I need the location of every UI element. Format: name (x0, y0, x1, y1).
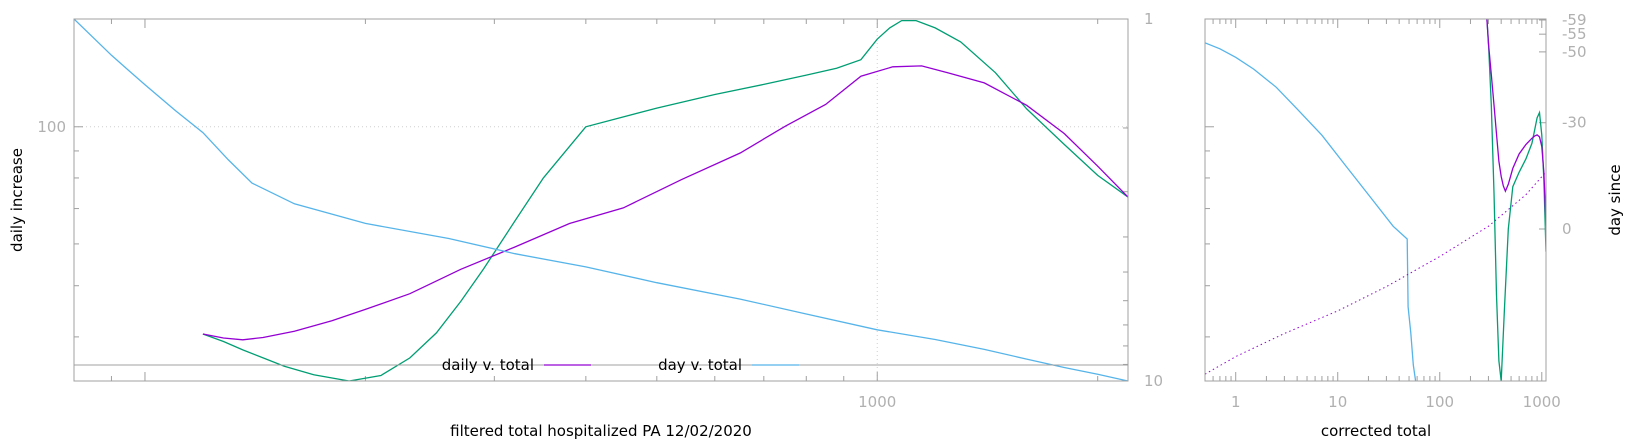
right-x-tick-label: 100 (1425, 393, 1454, 411)
left-x-axis-label: filtered total hospitalized PA 12/02/202… (450, 422, 752, 440)
right-y2-tick-label: -30 (1562, 114, 1587, 132)
left-y2-tick-label: 1 (1144, 10, 1154, 28)
left-plot-frame (73, 18, 1129, 382)
right-y2-tick-label: -50 (1562, 43, 1587, 61)
left-series-line-2 (74, 19, 1128, 381)
right-y2-tick-label: -55 (1562, 25, 1587, 43)
right-series-line-2 (1486, 19, 1546, 226)
right-x-axis-label: corrected total (1321, 422, 1431, 440)
right-plot-frame (1204, 18, 1547, 382)
left-y2-tick-label: 10 (1144, 372, 1163, 390)
right-x-tick-label: 10 (1328, 393, 1347, 411)
legend-entry-label: daily v. total (442, 356, 534, 374)
right-x-tick-label: 1 (1231, 393, 1241, 411)
left-y-tick-label: 100 (37, 118, 66, 136)
left-series-line-0 (202, 19, 1128, 381)
right-y2-tick-label: -59 (1562, 11, 1587, 29)
right-series-line-0 (1205, 42, 1417, 381)
left-y-axis-label: daily increase (8, 148, 26, 252)
right-x-tick-label: 1000 (1523, 393, 1561, 411)
right-y2-tick-label: 0 (1562, 220, 1572, 238)
legend-entry-label: day v. total (658, 356, 742, 374)
left-x-tick-label: 1000 (858, 393, 896, 411)
right-y2-axis-label: day since (1606, 164, 1624, 235)
left-series-line-1 (202, 65, 1128, 341)
right-series-line-1 (1486, 19, 1546, 381)
